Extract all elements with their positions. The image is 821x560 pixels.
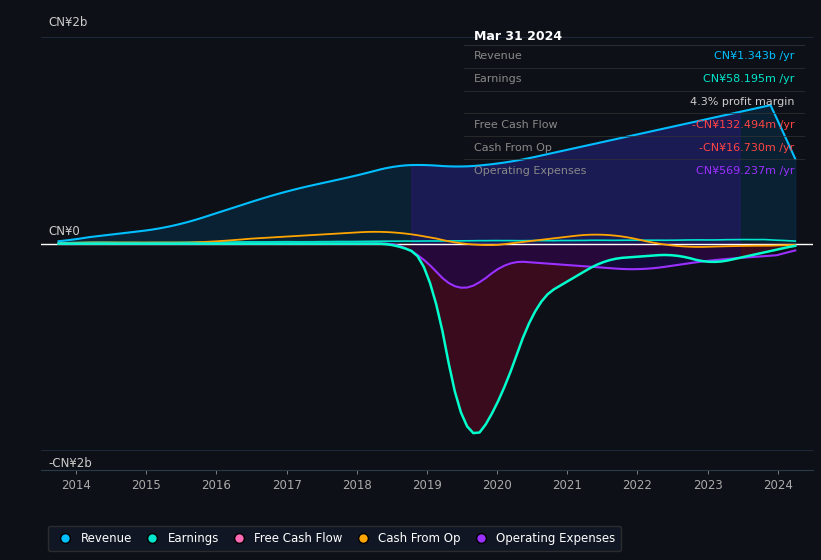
Text: Revenue: Revenue — [474, 52, 523, 61]
Text: Cash From Op: Cash From Op — [474, 143, 552, 153]
Text: -CN¥16.730m /yr: -CN¥16.730m /yr — [699, 143, 795, 153]
Text: 4.3% profit margin: 4.3% profit margin — [690, 97, 795, 107]
Text: CN¥0: CN¥0 — [48, 226, 80, 239]
Text: Free Cash Flow: Free Cash Flow — [474, 120, 557, 130]
Legend: Revenue, Earnings, Free Cash Flow, Cash From Op, Operating Expenses: Revenue, Earnings, Free Cash Flow, Cash … — [48, 526, 621, 550]
Text: Earnings: Earnings — [474, 74, 523, 84]
Text: CN¥1.343b /yr: CN¥1.343b /yr — [714, 52, 795, 61]
Text: CN¥2b: CN¥2b — [48, 16, 88, 29]
Text: CN¥569.237m /yr: CN¥569.237m /yr — [696, 166, 795, 176]
Text: -CN¥2b: -CN¥2b — [48, 458, 92, 470]
Text: Operating Expenses: Operating Expenses — [474, 166, 586, 176]
Text: CN¥58.195m /yr: CN¥58.195m /yr — [703, 74, 795, 84]
Text: Mar 31 2024: Mar 31 2024 — [474, 30, 562, 43]
Text: -CN¥132.494m /yr: -CN¥132.494m /yr — [692, 120, 795, 130]
